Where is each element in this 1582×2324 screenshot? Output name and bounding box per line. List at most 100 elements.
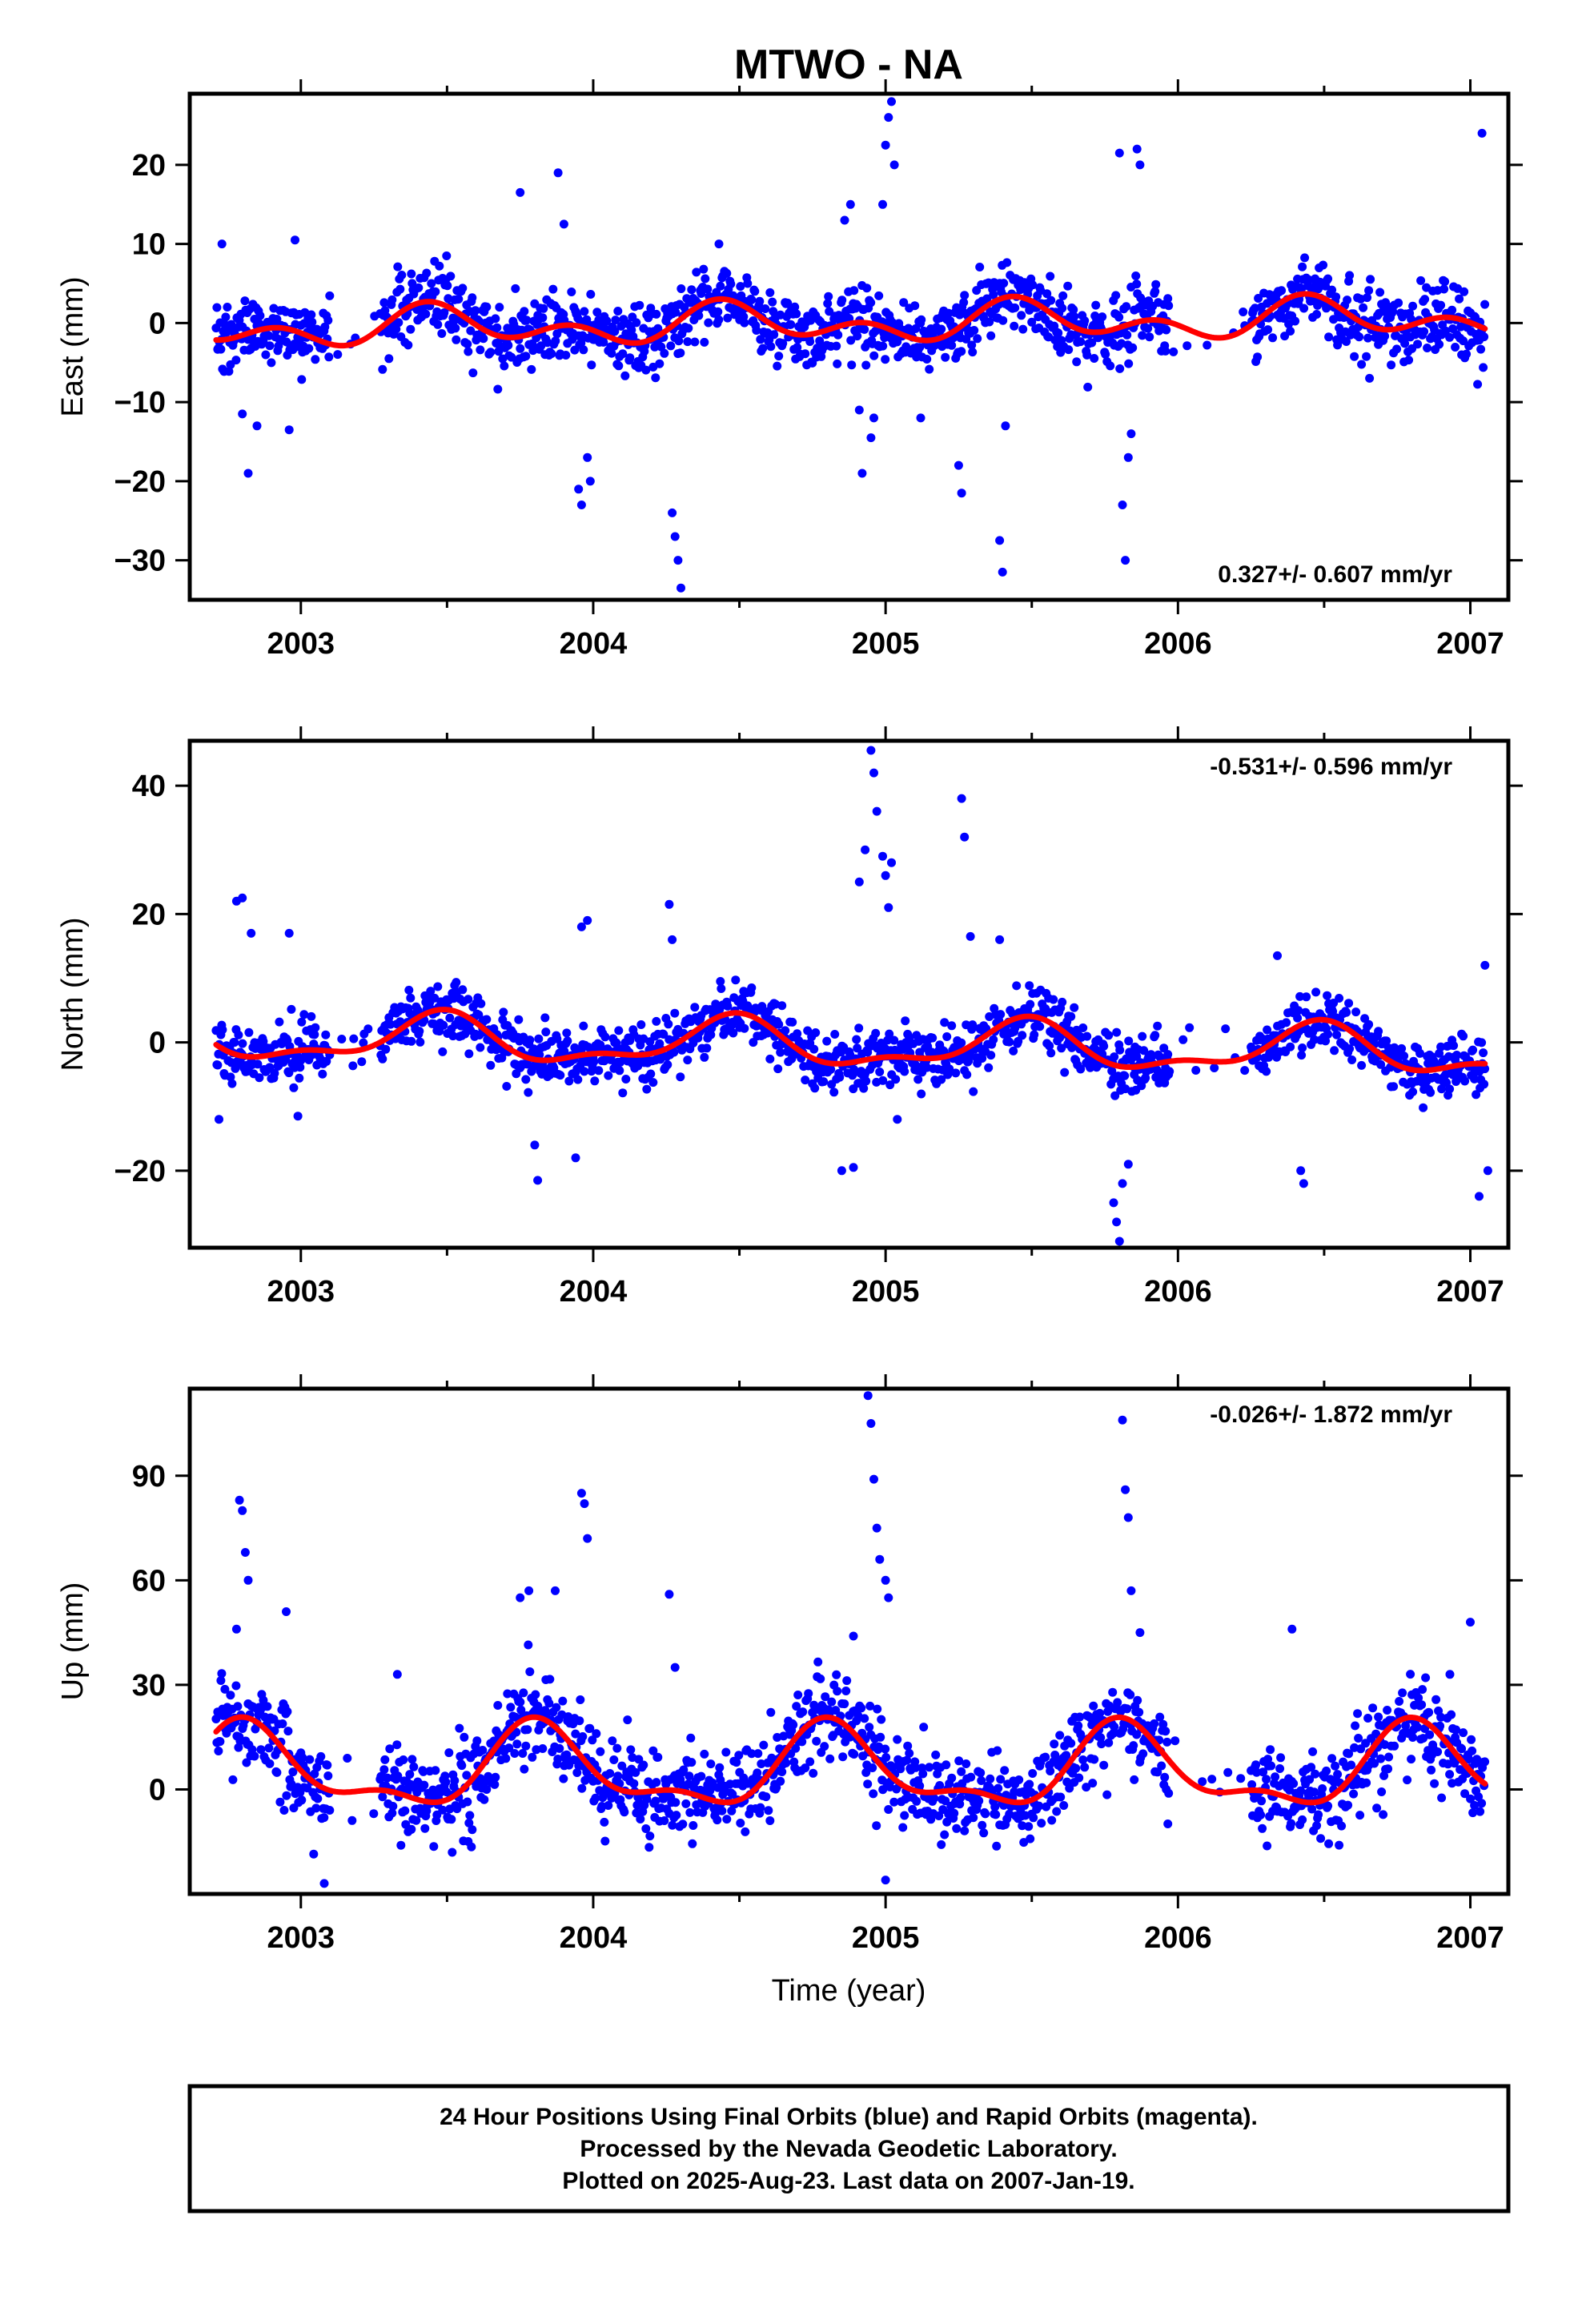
up-outlier-point bbox=[881, 1876, 890, 1885]
north-outlier-point bbox=[1475, 1192, 1484, 1201]
up-position-point bbox=[1055, 1731, 1065, 1740]
north-position-point bbox=[1436, 1042, 1446, 1051]
east-position-point bbox=[677, 284, 686, 293]
north-position-point bbox=[1452, 1051, 1462, 1059]
up-position-point bbox=[408, 1755, 417, 1764]
up-position-point bbox=[1379, 1810, 1388, 1819]
up-position-point bbox=[275, 1797, 285, 1807]
east-position-point bbox=[1046, 296, 1056, 305]
north-position-point bbox=[1185, 1023, 1195, 1032]
up-position-point bbox=[865, 1723, 874, 1732]
north-position-point bbox=[1426, 1088, 1435, 1097]
north-velocity-label: -0.531+/- 0.596 mm/yr bbox=[1210, 754, 1452, 780]
east-position-point bbox=[1357, 360, 1367, 369]
east-position-point bbox=[580, 307, 589, 316]
north-outlier-point bbox=[533, 1176, 543, 1185]
east-position-point bbox=[463, 340, 472, 349]
up-outlier-point bbox=[319, 1879, 329, 1888]
up-position-point bbox=[1075, 1712, 1085, 1722]
up-position-point bbox=[448, 1848, 457, 1857]
up-position-point bbox=[447, 1815, 456, 1824]
east-position-point bbox=[778, 339, 788, 348]
east-position-point bbox=[967, 340, 977, 350]
east-position-point bbox=[1145, 332, 1154, 342]
north-position-point bbox=[1049, 995, 1058, 1004]
east-daily-positions bbox=[211, 97, 1490, 593]
footnote-line-3: Plotted on 2025-Aug-23. Last data on 200… bbox=[562, 2168, 1134, 2194]
up-position-point bbox=[1207, 1775, 1217, 1784]
east-position-point bbox=[1394, 298, 1403, 308]
east-position-point bbox=[396, 284, 405, 294]
up-position-point bbox=[1259, 1767, 1268, 1777]
up-position-point bbox=[1025, 1779, 1034, 1789]
north-position-point bbox=[889, 1035, 899, 1045]
north-position-point bbox=[1066, 1011, 1076, 1021]
up-position-point bbox=[1406, 1670, 1415, 1679]
north-position-point bbox=[996, 1010, 1006, 1019]
north-position-point bbox=[1480, 1080, 1489, 1089]
north-position-point bbox=[295, 1073, 304, 1083]
east-position-point bbox=[435, 261, 444, 271]
east-position-point bbox=[774, 352, 784, 361]
up-position-point bbox=[992, 1841, 1002, 1851]
north-position-point bbox=[621, 1075, 631, 1084]
north-position-point bbox=[514, 1015, 524, 1024]
up-position-point bbox=[1312, 1821, 1322, 1831]
north-outlier-point bbox=[530, 1140, 540, 1150]
north-position-point bbox=[801, 1076, 810, 1085]
north-position-point bbox=[1030, 1030, 1039, 1039]
up-position-point bbox=[609, 1755, 619, 1764]
up-position-point bbox=[930, 1794, 939, 1803]
up-y-tick-label: 90 bbox=[132, 1460, 166, 1494]
north-position-point bbox=[1472, 1090, 1481, 1100]
up-position-point bbox=[1443, 1759, 1453, 1769]
east-position-point bbox=[925, 364, 934, 374]
east-position-point bbox=[1291, 316, 1300, 326]
east-position-point bbox=[699, 264, 709, 274]
east-position-point bbox=[824, 292, 833, 301]
up-position-point bbox=[506, 1703, 516, 1712]
up-position-point bbox=[898, 1823, 908, 1832]
north-position-point bbox=[590, 1076, 600, 1086]
east-position-point bbox=[632, 318, 641, 328]
up-position-point bbox=[713, 1815, 722, 1825]
up-position-point bbox=[242, 1758, 251, 1767]
up-x-tick-label: 2005 bbox=[852, 1921, 920, 1955]
north-outlier-point bbox=[571, 1153, 580, 1163]
north-position-point bbox=[700, 1052, 709, 1062]
up-position-point bbox=[455, 1723, 464, 1733]
up-outlier-point bbox=[1287, 1624, 1297, 1634]
east-position-point bbox=[750, 287, 760, 296]
up-position-point bbox=[309, 1849, 319, 1859]
north-position-point bbox=[652, 1016, 661, 1026]
up-position-point bbox=[1395, 1697, 1404, 1706]
north-position-point bbox=[1468, 1045, 1478, 1055]
north-outlier-point bbox=[872, 806, 881, 816]
east-position-point bbox=[1476, 344, 1486, 354]
up-position-point bbox=[919, 1723, 929, 1732]
east-position-point bbox=[1460, 287, 1469, 296]
up-position-point bbox=[231, 1681, 241, 1691]
up-position-point bbox=[558, 1696, 568, 1706]
north-position-point bbox=[1364, 1019, 1374, 1029]
up-position-point bbox=[863, 1779, 873, 1789]
east-position-point bbox=[998, 316, 1008, 325]
up-position-point bbox=[1082, 1783, 1091, 1792]
up-position-point bbox=[789, 1720, 798, 1730]
up-position-point bbox=[1155, 1712, 1165, 1722]
up-outlier-point bbox=[576, 1489, 586, 1498]
east-position-point bbox=[599, 337, 608, 347]
east-position-point bbox=[320, 322, 330, 332]
up-position-point bbox=[722, 1815, 732, 1824]
up-position-point bbox=[409, 1762, 419, 1771]
east-position-point bbox=[641, 365, 651, 375]
up-position-point bbox=[1074, 1773, 1084, 1783]
up-position-point bbox=[1110, 1722, 1119, 1731]
up-position-point bbox=[264, 1743, 274, 1753]
up-position-point bbox=[387, 1808, 397, 1818]
east-position-point bbox=[837, 296, 847, 305]
north-position-point bbox=[1351, 1007, 1361, 1017]
north-position-point bbox=[1058, 997, 1067, 1007]
up-position-point bbox=[460, 1732, 469, 1742]
east-position-point bbox=[476, 345, 485, 355]
